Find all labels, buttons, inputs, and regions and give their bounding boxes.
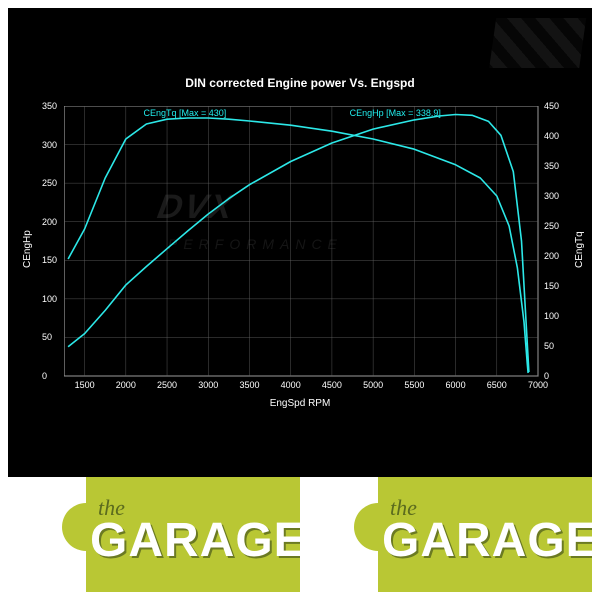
- banner-half-1: the GARAGE: [8, 477, 300, 592]
- tick-label: 300: [42, 140, 57, 150]
- wrench-icon: [300, 477, 378, 592]
- garage-banner: the GARAGE the GARAGE: [8, 477, 592, 592]
- tick-label: 350: [544, 161, 559, 171]
- tick-label: 2000: [116, 380, 136, 390]
- chart-title: DIN corrected Engine power Vs. Engspd: [8, 68, 592, 90]
- plot-canvas: [64, 106, 540, 378]
- tick-label: 450: [544, 101, 559, 111]
- tick-label: 6000: [446, 380, 466, 390]
- x-axis-label: EngSpd RPM: [8, 398, 592, 409]
- tick-label: 250: [544, 221, 559, 231]
- tick-label: 350: [42, 101, 57, 111]
- tick-label: 3000: [198, 380, 218, 390]
- tick-label: 7000: [528, 380, 548, 390]
- wrench-icon: [8, 477, 86, 592]
- y-left-label: CEngHp: [22, 230, 33, 268]
- tick-label: 3500: [239, 380, 259, 390]
- y-right-label: CEngTq: [574, 231, 585, 268]
- tick-label: 100: [42, 294, 57, 304]
- tick-label: 150: [42, 255, 57, 265]
- dyno-chart: DIN corrected Engine power Vs. Engspd DV…: [8, 68, 592, 438]
- banner-half-2: the GARAGE: [300, 477, 592, 592]
- tick-label: 50: [544, 341, 554, 351]
- tick-label: 100: [544, 311, 559, 321]
- series-label: CEngHp [Max = 338.9]: [350, 108, 441, 118]
- tick-label: 0: [42, 371, 47, 381]
- tick-label: 4000: [281, 380, 301, 390]
- banner-main-1: GARAGE: [90, 513, 300, 568]
- series-label: CEngTq [Max = 430]: [144, 108, 227, 118]
- tick-label: 6500: [487, 380, 507, 390]
- tick-label: 300: [544, 191, 559, 201]
- tick-label: 250: [42, 178, 57, 188]
- tick-label: 5000: [363, 380, 383, 390]
- tick-label: 5500: [404, 380, 424, 390]
- banner-main-2: GARAGE: [382, 513, 592, 568]
- tick-label: 0: [544, 371, 549, 381]
- tick-label: 50: [42, 332, 52, 342]
- tick-label: 2500: [157, 380, 177, 390]
- tick-label: 150: [544, 281, 559, 291]
- tick-label: 1500: [75, 380, 95, 390]
- tick-label: 200: [544, 251, 559, 261]
- tick-label: 400: [544, 131, 559, 141]
- tick-label: 200: [42, 217, 57, 227]
- tick-label: 4500: [322, 380, 342, 390]
- app-frame: DIN corrected Engine power Vs. Engspd DV…: [0, 0, 600, 600]
